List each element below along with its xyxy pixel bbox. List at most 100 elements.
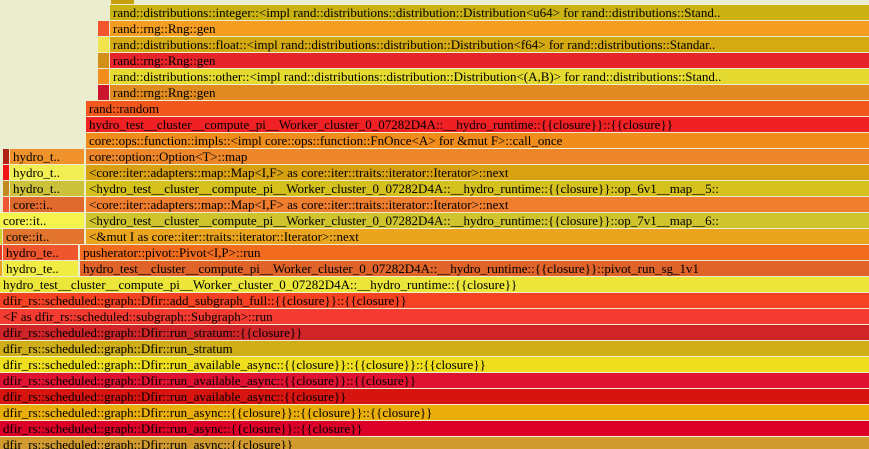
frame-label: <core::iter::adapters::map::Map<I,F> as …	[89, 197, 509, 212]
frame-label: pusherator::pivot::Pivot<I,P>::run	[83, 245, 261, 260]
flame-frame[interactable]: dfir_rs::scheduled::graph::Dfir::run_str…	[0, 341, 869, 356]
flame-frame[interactable]: dfir_rs::scheduled::graph::Dfir::run_ava…	[0, 373, 869, 388]
frame-label: dfir_rs::scheduled::graph::Dfir::run_str…	[3, 325, 303, 340]
flame-frame[interactable]: hydro_t..	[10, 165, 84, 180]
flame-frame[interactable]: hydro_test__cluster__compute_pi__Worker_…	[86, 117, 869, 132]
frame-label: <F as dfir_rs::scheduled::subgraph::Subg…	[3, 309, 273, 324]
flame-row: core::ops::function::impls::<impl core::…	[0, 133, 869, 148]
flame-frame[interactable]: rand::rng::Rng::gen	[110, 53, 869, 68]
flame-row: <F as dfir_rs::scheduled::subgraph::Subg…	[0, 309, 869, 324]
flame-frame[interactable]: dfir_rs::scheduled::graph::Dfir::run_ava…	[0, 357, 869, 372]
frame-label: hydro_t..	[13, 149, 60, 164]
flame-frame[interactable]: dfir_rs::scheduled::graph::Dfir::run_str…	[0, 325, 869, 340]
flame-row: hydro_te.. pusherator::pivot::Pivot<I,P>:…	[0, 245, 869, 260]
flame-row: hydro_test__cluster__compute_pi__Worker_…	[0, 277, 869, 292]
flame-frame[interactable]: core::it..	[0, 213, 84, 228]
flame-row: dfir_rs::scheduled::graph::Dfir::run_asy…	[0, 405, 869, 420]
flame-frame[interactable]: core::i..	[10, 197, 84, 212]
flame-frame[interactable]: core::it..	[3, 229, 84, 244]
flame-frame[interactable]: dfir_rs::scheduled::graph::Dfir::run_asy…	[0, 437, 869, 449]
flame-frame-sliver[interactable]	[3, 197, 9, 212]
flame-frame[interactable]: pusherator::pivot::Pivot<I,P>::run	[80, 245, 869, 260]
flame-frame[interactable]: <core::iter::adapters::map::Map<I,F> as …	[86, 165, 869, 180]
flame-frame[interactable]: dfir_rs::scheduled::graph::Dfir::add_sub…	[0, 293, 869, 308]
flame-frame-sliver[interactable]	[0, 245, 2, 260]
flame-row: dfir_rs::scheduled::graph::Dfir::run_asy…	[0, 437, 869, 449]
frame-label: dfir_rs::scheduled::graph::Dfir::run_asy…	[3, 421, 363, 436]
frame-label: <&mut I as core::iter::traits::iterator:…	[89, 229, 359, 244]
frame-label: dfir_rs::scheduled::graph::Dfir::run_str…	[3, 341, 233, 356]
flame-frame[interactable]: <F as dfir_rs::scheduled::subgraph::Subg…	[0, 309, 869, 324]
flame-row: rand::rng::Rng::gen	[0, 53, 869, 68]
flame-frame-sliver[interactable]	[3, 165, 9, 180]
flame-row: dfir_rs::scheduled::graph::Dfir::run_ava…	[0, 357, 869, 372]
flame-frame[interactable]: rand::distributions::integer::<impl rand…	[110, 5, 869, 20]
frame-label: rand::rng::Rng::gen	[113, 53, 216, 68]
flame-frame[interactable]: hydro_test__cluster__compute_pi__Worker_…	[0, 277, 869, 292]
flame-row: dfir_rs::scheduled::graph::Dfir::add_sub…	[0, 293, 869, 308]
flame-frame[interactable]: hydro_t..	[10, 149, 84, 164]
flame-frame-sliver[interactable]	[3, 181, 9, 196]
frame-label: hydro_te..	[6, 245, 59, 260]
frame-label: <core::iter::adapters::map::Map<I,F> as …	[89, 165, 509, 180]
flame-frame[interactable]: rand::distributions::other::<impl rand::…	[110, 69, 869, 84]
frame-label: core::ops::function::impls::<impl core::…	[89, 133, 563, 148]
frame-label: dfir_rs::scheduled::graph::Dfir::run_asy…	[3, 437, 293, 449]
frame-label: hydro_t..	[13, 181, 60, 196]
flame-frame[interactable]: <&mut I as core::iter::traits::iterator:…	[86, 229, 869, 244]
flame-frame-sliver[interactable]	[98, 85, 109, 100]
frame-label: hydro_t..	[13, 165, 60, 180]
flame-frame[interactable]: core::option::Option<T>::map	[86, 149, 869, 164]
flame-row: dfir_rs::scheduled::graph::Dfir::run_str…	[0, 341, 869, 356]
flame-frame[interactable]: hydro_te..	[3, 245, 78, 260]
frame-label: dfir_rs::scheduled::graph::Dfir::run_ava…	[3, 389, 347, 404]
frame-label: rand::distributions::integer::<impl rand…	[113, 5, 721, 20]
flame-frame[interactable]: rand::rng::Rng::gen	[110, 85, 869, 100]
frame-label: <hydro_test__cluster__compute_pi__Worker…	[89, 181, 719, 196]
frame-label: core::it..	[3, 213, 47, 228]
frame-label: hydro_test__cluster__compute_pi__Worker_…	[83, 261, 700, 276]
flame-row: hydro_t.. <hydro_test__cluster__compute_p…	[0, 181, 869, 196]
flame-row: dfir_rs::scheduled::graph::Dfir::run_str…	[0, 325, 869, 340]
flame-frame-sliver[interactable]	[0, 229, 2, 244]
flame-row: hydro_test__cluster__compute_pi__Worker_…	[0, 117, 869, 132]
flame-frame[interactable]: hydro_te..	[3, 261, 78, 276]
flame-frame[interactable]: rand::rng::Rng::gen	[110, 21, 869, 36]
flame-frame[interactable]: hydro_test__cluster__compute_pi__Worker_…	[80, 261, 869, 276]
frame-label: rand::rng::Rng::gen	[113, 85, 216, 100]
frame-label: rand::random	[89, 101, 160, 116]
flame-frame-sliver[interactable]	[111, 0, 134, 4]
flame-row: hydro_t.. <core::iter::adapters::map::Map…	[0, 165, 869, 180]
flame-frame-sliver[interactable]	[98, 21, 109, 36]
flame-frame[interactable]: <hydro_test__cluster__compute_pi__Worker…	[86, 181, 869, 196]
flame-frame[interactable]: dfir_rs::scheduled::graph::Dfir::run_asy…	[0, 405, 869, 420]
flame-frame-sliver[interactable]	[98, 37, 109, 52]
frame-label: dfir_rs::scheduled::graph::Dfir::run_asy…	[3, 405, 433, 420]
flame-frame[interactable]: <core::iter::adapters::map::Map<I,F> as …	[86, 197, 869, 212]
flame-frame[interactable]: rand::random	[86, 101, 869, 116]
flame-frame-sliver[interactable]	[0, 261, 2, 276]
flame-row: dfir_rs::scheduled::graph::Dfir::run_ava…	[0, 373, 869, 388]
frame-label: core::option::Option<T>::map	[89, 149, 248, 164]
flame-row: rand::distributions::float::<impl rand::…	[0, 37, 869, 52]
flame-row: core::it.. <&mut I as core::iter::traits:…	[0, 229, 869, 244]
flame-row: dfir_rs::scheduled::graph::Dfir::run_asy…	[0, 421, 869, 436]
flame-frame[interactable]: dfir_rs::scheduled::graph::Dfir::run_asy…	[0, 421, 869, 436]
flame-frame-sliver[interactable]	[98, 53, 109, 68]
flame-frame[interactable]: rand::distributions::float::<impl rand::…	[110, 37, 869, 52]
flame-frame-sliver[interactable]	[3, 149, 9, 164]
frame-label: core::it..	[6, 229, 50, 244]
flame-frame[interactable]: hydro_t..	[10, 181, 84, 196]
frame-label: core::i..	[13, 197, 53, 212]
frame-label: hydro_te..	[6, 261, 59, 276]
flame-frame-sliver[interactable]	[98, 69, 109, 84]
flame-row: dfir_rs::scheduled::graph::Dfir::run_ava…	[0, 389, 869, 404]
frame-label: dfir_rs::scheduled::graph::Dfir::add_sub…	[3, 293, 407, 308]
flame-frame[interactable]: <hydro_test__cluster__compute_pi__Worker…	[86, 213, 869, 228]
flame-row: core::i.. <core::iter::adapters::map::Map…	[0, 197, 869, 212]
frame-label: dfir_rs::scheduled::graph::Dfir::run_ava…	[3, 373, 417, 388]
flame-frame[interactable]: core::ops::function::impls::<impl core::…	[86, 133, 869, 148]
flame-frame[interactable]: dfir_rs::scheduled::graph::Dfir::run_ava…	[0, 389, 869, 404]
flame-row: rand::distributions::integer::<impl rand…	[0, 5, 869, 20]
